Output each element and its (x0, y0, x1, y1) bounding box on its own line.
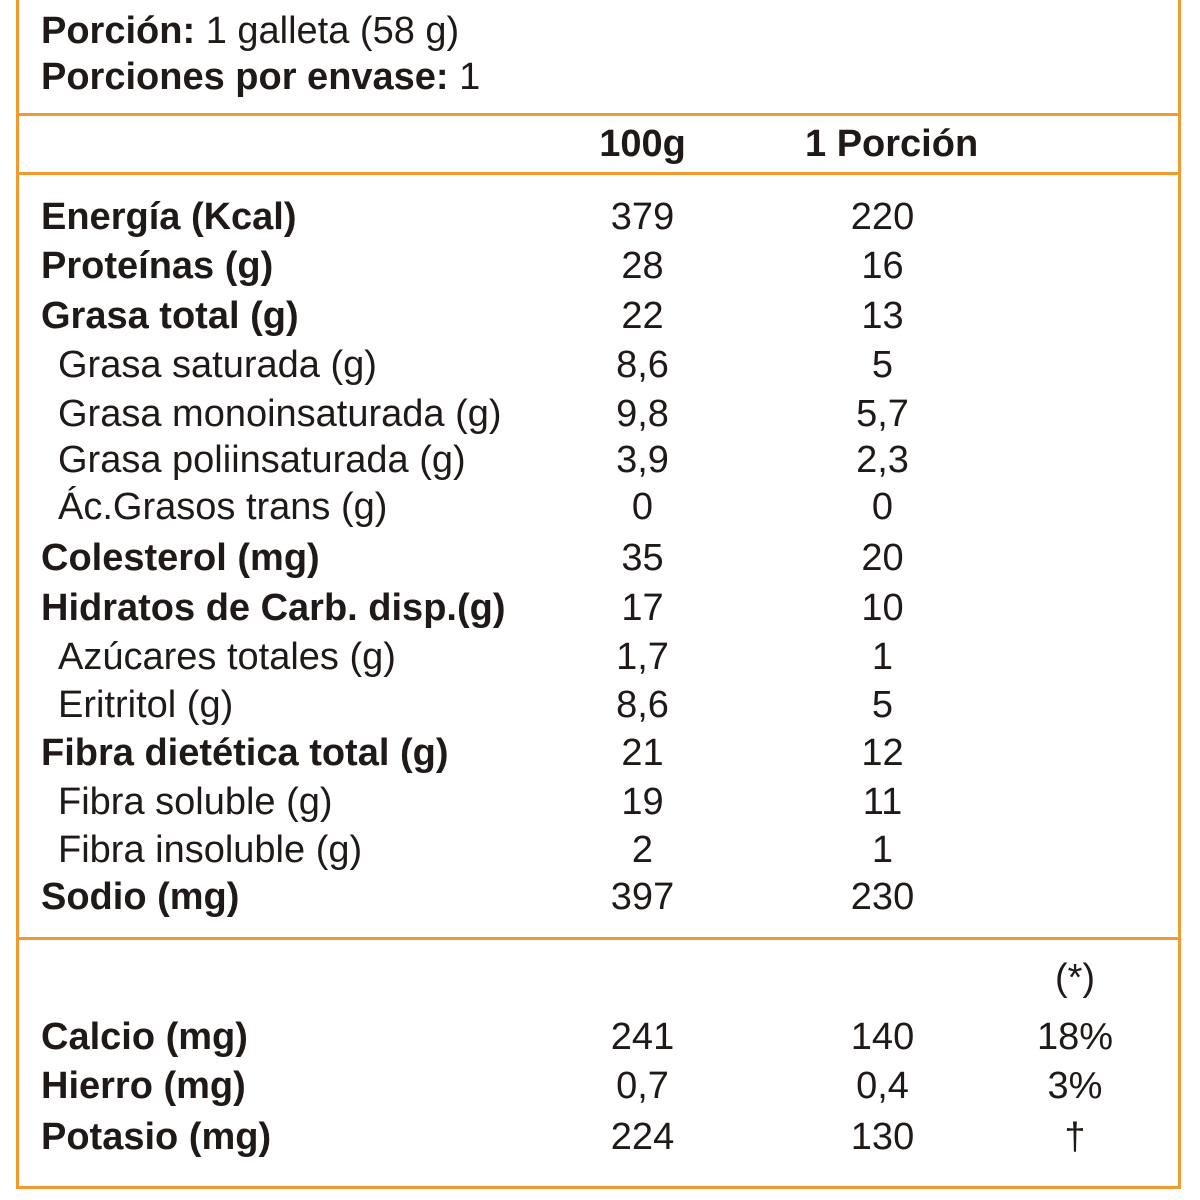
nutrient-value-portion: 1 (871, 636, 894, 678)
nutrient-label: Fibra dietética total (g) (41, 732, 449, 774)
nutrient-value-portion: 16 (861, 245, 904, 287)
nutrition-table-frame (16, 0, 1181, 1189)
portion-value: 1 galleta (58 g) (205, 10, 460, 52)
nutrient-label: Grasa monoinsaturada (g) (58, 393, 502, 435)
nutrient-value-portion: 230 (850, 876, 915, 918)
mineral-label: Calcio (mg) (41, 1016, 248, 1058)
nutrient-value-portion: 220 (850, 196, 915, 238)
mineral-value-100g: 241 (610, 1016, 675, 1058)
divider-columns (16, 172, 1181, 175)
mineral-value-portion: 0,4 (856, 1065, 909, 1107)
nutrient-value-100g: 0 (631, 486, 654, 528)
mineral-value-100g: 224 (610, 1116, 675, 1158)
nutrient-value-100g: 28 (621, 245, 664, 287)
nutrient-value-100g: 397 (610, 876, 675, 918)
nutrient-value-portion: 0 (871, 486, 894, 528)
nutrient-value-100g: 8,6 (616, 684, 669, 726)
mineral-daily-value: † (1064, 1116, 1086, 1158)
nutrient-label: Proteínas (g) (41, 245, 274, 287)
nutrient-value-portion: 20 (861, 537, 904, 579)
column-header-100g: 100g (599, 123, 686, 165)
serving-portion: Porción: 1 galleta (58 g) (41, 8, 459, 54)
mineral-value-portion: 130 (850, 1116, 915, 1158)
nutrient-value-portion: 5,7 (856, 393, 909, 435)
nutrient-value-100g: 35 (621, 537, 664, 579)
mineral-daily-value: 3% (1047, 1065, 1103, 1107)
mineral-value-100g: 0,7 (616, 1065, 669, 1107)
nutrient-value-100g: 17 (621, 587, 664, 629)
nutrient-label: Sodio (mg) (41, 876, 240, 918)
nutrient-value-100g: 1,7 (616, 636, 669, 678)
mineral-label: Potasio (mg) (41, 1116, 272, 1158)
nutrient-value-100g: 379 (610, 196, 675, 238)
nutrient-value-100g: 8,6 (616, 344, 669, 386)
nutrient-value-100g: 9,8 (616, 393, 669, 435)
per-package-label: Porciones por envase: (41, 56, 449, 98)
nutrient-value-100g: 3,9 (616, 439, 669, 481)
mineral-value-portion: 140 (850, 1016, 915, 1058)
nutrient-label: Energía (Kcal) (41, 196, 297, 238)
nutrient-label: Grasa poliinsaturada (g) (58, 439, 466, 481)
serving-per-package: Porciones por envase: 1 (41, 54, 480, 100)
portion-label: Porción: (41, 10, 196, 52)
nutrient-value-100g: 21 (621, 732, 664, 774)
nutrient-label: Azúcares totales (g) (58, 636, 396, 678)
nutrient-label: Eritritol (g) (58, 684, 234, 726)
nutrient-value-100g: 22 (621, 295, 664, 337)
nutrient-value-portion: 5 (871, 684, 894, 726)
nutrient-value-portion: 5 (871, 344, 894, 386)
nutrient-value-100g: 2 (631, 829, 654, 871)
nutrient-value-portion: 1 (871, 829, 894, 871)
nutrient-label: Ác.Grasos trans (g) (58, 486, 388, 528)
nutrient-value-portion: 2,3 (856, 439, 909, 481)
mineral-daily-value: 18% (1036, 1016, 1114, 1058)
divider-header (16, 113, 1181, 116)
nutrient-label: Grasa total (g) (41, 295, 299, 337)
nutrient-label: Fibra insoluble (g) (58, 829, 363, 871)
nutrient-value-portion: 11 (862, 781, 903, 823)
nutrient-value-portion: 12 (861, 732, 904, 774)
column-header-portion: 1 Porción (805, 123, 979, 165)
nutrient-value-100g: 19 (621, 781, 664, 823)
mineral-label: Hierro (mg) (41, 1065, 246, 1107)
nutrient-label: Colesterol (mg) (41, 537, 320, 579)
nutrient-value-portion: 10 (861, 587, 904, 629)
nutrient-label: Grasa saturada (g) (58, 344, 377, 386)
nutrient-label: Fibra soluble (g) (58, 781, 333, 823)
per-package-value: 1 (459, 56, 481, 98)
nutrient-value-portion: 13 (861, 295, 904, 337)
daily-value-header: (*) (1054, 957, 1096, 999)
nutrient-label: Hidratos de Carb. disp.(g) (41, 587, 506, 629)
divider-minerals (16, 937, 1181, 940)
